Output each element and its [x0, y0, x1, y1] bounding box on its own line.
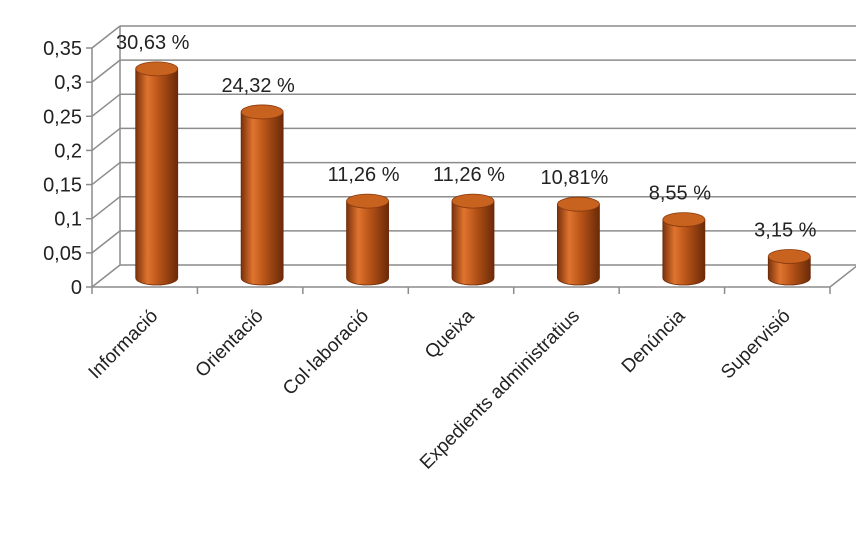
bar-top: [451, 193, 495, 209]
gridline-side: [91, 93, 121, 117]
bar-top: [240, 104, 284, 120]
y-tick-label: 0,3: [54, 72, 82, 94]
bar: [346, 193, 389, 286]
bar-body: [557, 203, 600, 286]
data-label: 3,15 %: [754, 219, 816, 241]
y-tick-label: 0,35: [43, 38, 82, 60]
bar: [135, 61, 179, 286]
bars: [135, 61, 811, 286]
x-tick-label: Denúncia: [618, 305, 690, 377]
bar-top: [346, 193, 389, 209]
x-tick-label: Supervisió: [717, 306, 795, 384]
x-tick-label: Queixa: [421, 305, 479, 363]
gridline-side: [91, 127, 121, 152]
data-label: 24,32 %: [221, 75, 295, 97]
data-labels: 30,63 % 24,32 % 11,26 % 11,26 % 10,81% 8,55 %…: [116, 32, 817, 242]
bar: [451, 193, 495, 286]
bar-top: [135, 61, 179, 77]
data-label: 11,26 %: [433, 164, 505, 186]
bar-top: [662, 212, 706, 228]
gridline-side: [91, 161, 121, 186]
y-axis-ticks: 0 0,05 0,1 0,15 0,2 0,25 0,3 0,35: [43, 38, 92, 299]
x-tick-label: Informació: [85, 306, 163, 384]
x-tick-label: Col·laboració: [279, 306, 373, 400]
bar-body: [346, 200, 389, 286]
gridline-side: [91, 25, 121, 49]
y-tick-label: 0,15: [43, 175, 82, 197]
bar-top: [557, 196, 600, 212]
data-label: 11,26 %: [328, 164, 400, 186]
y-tick-label: 0,25: [43, 106, 82, 128]
bar-body: [767, 256, 811, 286]
floor-right-edge: [829, 265, 856, 288]
data-label: 10,81%: [541, 167, 609, 189]
y-tick-label: 0,05: [43, 243, 82, 265]
y-tick-label: 0,1: [54, 209, 82, 231]
gridline-side: [91, 59, 121, 83]
y-tick-label: 0,2: [54, 140, 82, 162]
gridline-side: [91, 196, 121, 220]
bar: [767, 249, 811, 286]
axes: [91, 48, 856, 294]
gridline-side: [91, 230, 121, 254]
gridline-side: [91, 264, 121, 288]
x-axis-labels: Informació Orientació Col·laboració QueixaE…: [85, 305, 795, 473]
bar-body: [451, 200, 495, 286]
x-tick-label: Orientació: [192, 306, 268, 382]
data-label: 30,63 %: [116, 32, 190, 54]
bar: [662, 212, 706, 286]
y-tick-label: 0: [71, 277, 82, 299]
bar-body: [135, 68, 179, 286]
bar-body: [240, 111, 284, 286]
bar: [557, 196, 600, 286]
data-label: 8,55 %: [649, 183, 711, 205]
bar-top: [767, 249, 811, 264]
bar: [240, 104, 284, 286]
bar-body: [662, 219, 706, 286]
